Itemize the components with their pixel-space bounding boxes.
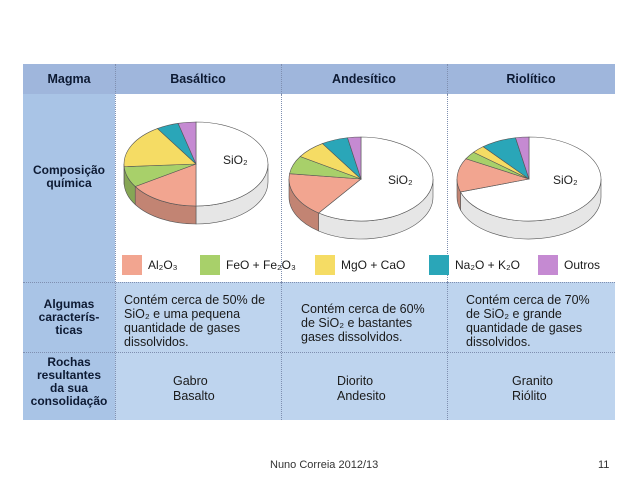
pie-slice	[347, 136, 362, 180]
rocks-label-cell	[23, 352, 115, 420]
characteristics-body	[115, 282, 615, 352]
pie-2: SiO₂	[456, 136, 602, 240]
rocks-basaltico: Gabro Basalto	[173, 374, 215, 404]
pie-0: SiO₂	[123, 121, 269, 225]
divider	[281, 94, 282, 282]
legend-label: Outros	[564, 258, 601, 272]
magma-table: Magma Basáltico Andesítico Riolítico Com…	[23, 64, 615, 420]
legend-item-mgo: MgO + CaO	[315, 255, 405, 275]
legend-label: MgO + CaO	[341, 258, 406, 272]
legend-swatch	[538, 255, 558, 275]
pie-slice	[123, 128, 197, 167]
desc-line: de SiO₂ e grande	[466, 307, 562, 321]
pie-slice	[318, 136, 434, 222]
legend-label: Na₂O + K₂O	[455, 258, 521, 272]
characteristics-andesitico: Contém cerca de 60% de SiO₂ e bastantes …	[301, 302, 425, 344]
row-label-line: ticas	[55, 323, 83, 337]
footer-page-number: 11	[598, 459, 610, 471]
rock-name: Riólito	[512, 389, 547, 403]
pie-slice	[195, 121, 269, 207]
legend-item-al2o3: Al₂O₃	[122, 255, 178, 275]
desc-line: de SiO₂ e bastantes	[301, 316, 413, 330]
divider	[447, 64, 448, 94]
divider	[115, 64, 116, 420]
row-label-line: Algumas	[43, 297, 95, 311]
pie-slice	[456, 158, 530, 193]
row-label-composition: Composição química	[23, 164, 115, 190]
legend-label: Al₂O₃	[148, 258, 178, 272]
legend-item-feo: FeO + Fe₂O₃	[200, 255, 296, 275]
row-label-line: caracterís-	[38, 310, 100, 324]
rock-name: Andesito	[337, 389, 386, 403]
row-label-line: Rochas	[47, 355, 91, 369]
header-magma-label: Magma	[47, 72, 91, 86]
desc-line: dissolvidos.	[124, 335, 189, 349]
divider	[447, 282, 448, 420]
divider	[23, 282, 615, 283]
rocks-andesitico: Diorito Andesito	[337, 374, 386, 404]
desc-line: quantidade de gases	[124, 321, 241, 335]
pie-label-sio2: SiO₂	[223, 153, 248, 167]
characteristics-riolitico: Contém cerca de 70% de SiO₂ e grande qua…	[466, 293, 590, 349]
desc-line: quantidade de gases	[466, 321, 583, 335]
row-label-line: Composição	[32, 163, 105, 177]
pie-slice	[134, 163, 197, 207]
table-header	[23, 64, 615, 94]
header-basaltico: Basáltico	[170, 72, 226, 86]
pie-slice	[288, 173, 362, 214]
rocks-riolitico: Granito Riólito	[512, 374, 553, 404]
legend-swatch	[429, 255, 449, 275]
row-label-rocks: Rochas resultantes da sua consolidação	[23, 356, 115, 408]
pie-1: SiO₂	[288, 136, 434, 240]
row-label-characteristics: Algumas caracterís- ticas	[23, 298, 115, 337]
composition-label-cell	[23, 94, 115, 282]
desc-line: Contém cerca de 70%	[466, 293, 590, 307]
header-riolitico: Riolítico	[506, 72, 556, 86]
desc-line: gases dissolvidos.	[301, 330, 403, 344]
row-label-line: química	[46, 176, 92, 190]
divider	[447, 94, 448, 282]
pie-slice	[515, 136, 530, 180]
footer-author: Nuno Correia 2012/13	[270, 459, 379, 471]
rock-name: Diorito	[337, 374, 374, 388]
pie-slice	[460, 136, 602, 222]
characteristics-basaltico: Contém cerca de 50% de SiO₂ e uma pequen…	[124, 293, 265, 349]
desc-line: Contém cerca de 50% de	[124, 293, 266, 307]
legend-swatch	[122, 255, 142, 275]
legend-item-outros: Outros	[538, 255, 600, 275]
desc-line: SiO₂ e uma pequena	[124, 307, 241, 321]
rock-name: Granito	[512, 374, 553, 388]
divider	[281, 282, 282, 420]
pie-charts: SiO₂ SiO₂ SiO₂	[123, 121, 602, 240]
row-label-line: consolidação	[30, 394, 108, 408]
legend-label: FeO + Fe₂O₃	[226, 258, 296, 272]
divider	[23, 352, 615, 353]
rocks-body	[115, 352, 615, 420]
pie-label-sio2: SiO₂	[388, 173, 413, 187]
desc-line: dissolvidos.	[466, 335, 531, 349]
desc-line: Contém cerca de 60%	[301, 302, 425, 316]
pie-label-sio2: SiO₂	[553, 173, 578, 187]
legend-swatch	[315, 255, 335, 275]
row-label-line: da sua	[49, 381, 88, 395]
rock-name: Basalto	[173, 389, 215, 403]
characteristics-label-cell	[23, 282, 115, 352]
pie-slice	[177, 121, 197, 165]
legend-item-na2o: Na₂O + K₂O	[429, 255, 520, 275]
header-andesitico: Andesítico	[332, 72, 396, 86]
legend-swatch	[200, 255, 220, 275]
row-label-line: resultantes	[36, 368, 102, 382]
divider	[281, 64, 282, 94]
rock-name: Gabro	[173, 374, 208, 388]
